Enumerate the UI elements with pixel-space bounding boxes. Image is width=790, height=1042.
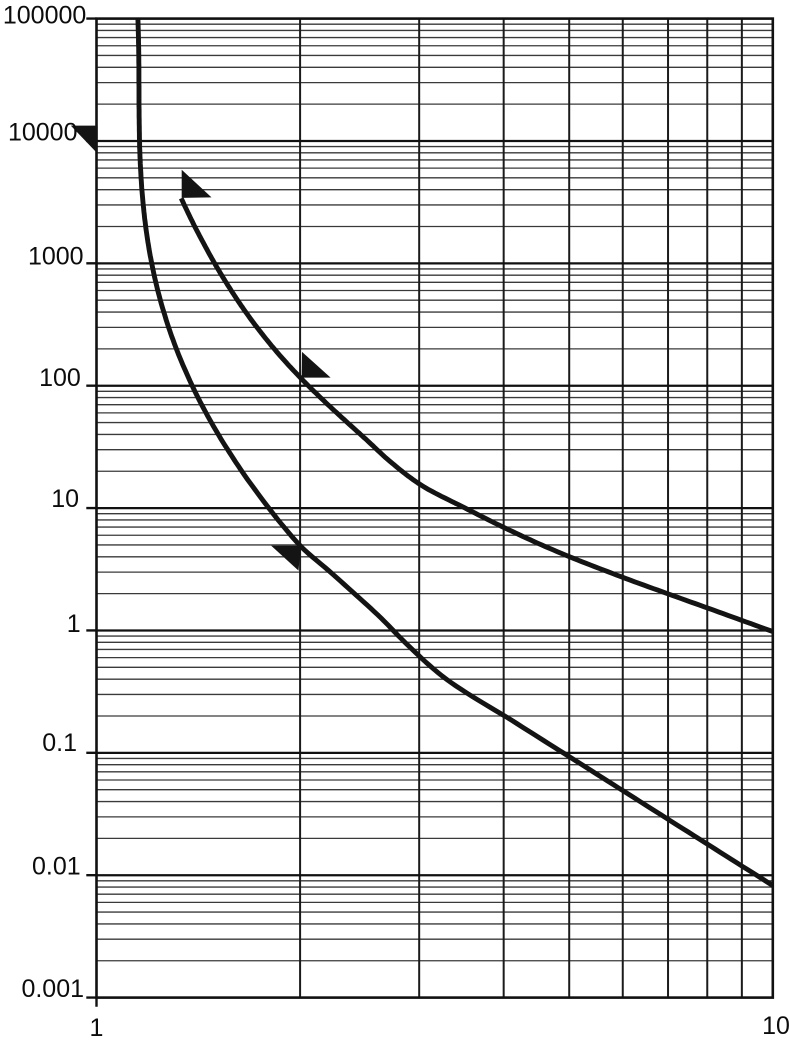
- svg-text:10000: 10000: [8, 119, 78, 147]
- svg-text:10: 10: [51, 485, 79, 513]
- svg-text:0.01: 0.01: [32, 853, 81, 881]
- svg-text:1: 1: [90, 1014, 104, 1042]
- svg-text:1000: 1000: [28, 243, 84, 271]
- svg-text:0.001: 0.001: [21, 975, 84, 1003]
- svg-text:1: 1: [67, 610, 81, 638]
- svg-text:100000: 100000: [3, 1, 86, 29]
- svg-text:100: 100: [39, 364, 81, 392]
- svg-text:10: 10: [762, 1012, 790, 1040]
- svg-text:0.1: 0.1: [42, 729, 77, 757]
